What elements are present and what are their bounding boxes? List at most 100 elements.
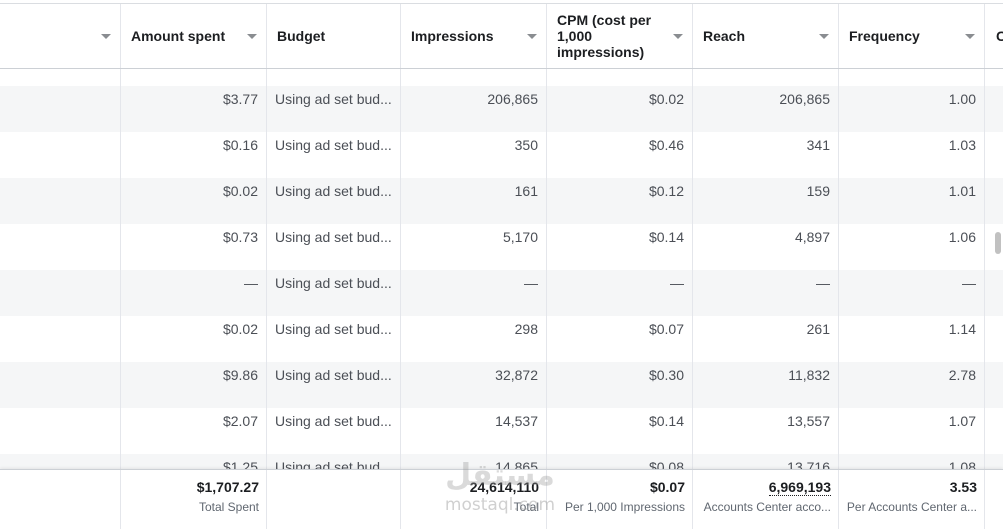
reach-cell: 4,897 xyxy=(693,224,839,270)
impressions-cell: 350 xyxy=(401,132,547,178)
chevron-down-icon[interactable] xyxy=(673,33,683,39)
cpm-value: $0.46 xyxy=(648,137,684,153)
reach-value: — xyxy=(816,275,830,291)
cpm-value: $0.14 xyxy=(648,413,684,429)
chevron-down-icon[interactable] xyxy=(965,33,975,39)
table-body[interactable]: $3.77 Using ad set bud... 206,865 $0.02 206,… xyxy=(0,69,1003,469)
impressions-cell: 14,537 xyxy=(401,408,547,454)
next-column-cell xyxy=(985,86,1003,132)
frequency-cell: 1.07 xyxy=(839,408,985,454)
reach-value: 11,832 xyxy=(788,367,830,383)
amount-spent-cell: $2.07 xyxy=(121,408,267,454)
cpm-cell: $0.30 xyxy=(547,362,693,408)
header-cell-cpm[interactable]: CPM (cost per 1,000 impressions) xyxy=(547,4,693,68)
header-label-cpm: CPM (cost per 1,000 impressions) xyxy=(557,12,652,60)
cpm-cell: $0.08 xyxy=(547,454,693,469)
next-column-cell xyxy=(985,362,1003,408)
chevron-down-icon[interactable] xyxy=(819,33,829,39)
totals-cell-reach: 6,969,193 Accounts Center acco... xyxy=(693,470,839,529)
amount-spent-value: $1.25 xyxy=(222,459,258,469)
total-cpm-value: $0.07 xyxy=(649,479,685,495)
amount-spent-cell: $3.77 xyxy=(121,86,267,132)
amount-spent-cell: $0.16 xyxy=(121,132,267,178)
header-cell-name[interactable] xyxy=(0,4,121,68)
frequency-value: 1.00 xyxy=(948,91,976,107)
totals-cell-cpm: $0.07 Per 1,000 Impressions xyxy=(547,470,693,529)
header-cell-reach[interactable]: Reach xyxy=(693,4,839,68)
budget-cell[interactable]: Using ad set bud... xyxy=(267,454,401,469)
table-row[interactable]: $9.86 Using ad set bud... 32,872 $0.30 11,83… xyxy=(0,362,1003,408)
header-cell-budget[interactable]: Budget xyxy=(267,4,401,68)
impressions-value: 161 xyxy=(514,183,538,199)
reach-cell: 341 xyxy=(693,132,839,178)
cpm-cell xyxy=(547,69,693,86)
name-cell xyxy=(0,69,121,86)
total-reach-value[interactable]: 6,969,193 xyxy=(768,479,831,496)
budget-cell[interactable]: Using ad set bud... xyxy=(267,270,401,316)
reach-cell: 206,865 xyxy=(693,86,839,132)
name-cell xyxy=(0,86,121,132)
header-cell-amount-spent[interactable]: Amount spent xyxy=(121,4,267,68)
total-amount-spent-value: $1,707.27 xyxy=(196,479,259,495)
total-impressions-label: Total xyxy=(513,500,539,514)
header-label-impressions: Impressions xyxy=(411,28,494,44)
totals-cell-impressions: 24,614,110 Total xyxy=(401,470,547,529)
table-row[interactable]: $0.73 Using ad set bud... 5,170 $0.14 4,897 1… xyxy=(0,224,1003,270)
reach-cell: 13,716 xyxy=(693,454,839,469)
budget-value: Using ad set bud... xyxy=(275,229,392,245)
table-row[interactable]: $3.77 Using ad set bud... 206,865 $0.02 206,… xyxy=(0,86,1003,132)
budget-cell[interactable]: Using ad set bud... xyxy=(267,316,401,362)
header-label-reach: Reach xyxy=(703,28,746,44)
totals-cell-name xyxy=(0,470,121,529)
table-row[interactable]: $0.16 Using ad set bud... 350 $0.46 341 1.03 xyxy=(0,132,1003,178)
frequency-value: 1.03 xyxy=(948,137,976,153)
totals-row: $1,707.27 Total Spent 24,614,110 Total $… xyxy=(0,470,1003,529)
cpm-value: — xyxy=(670,275,684,291)
cpm-value: $0.14 xyxy=(648,229,684,245)
amount-spent-value: $9.86 xyxy=(222,367,258,383)
reach-value: 261 xyxy=(806,321,830,337)
budget-cell[interactable]: Using ad set bud... xyxy=(267,86,401,132)
frequency-cell: 2.78 xyxy=(839,362,985,408)
table-row[interactable]: $1.25 Using ad set bud... 14,865 $0.08 13,71… xyxy=(0,454,1003,469)
amount-spent-cell: — xyxy=(121,270,267,316)
table-row[interactable]: $0.02 Using ad set bud... 298 $0.07 261 1.14 xyxy=(0,316,1003,362)
budget-cell[interactable]: Using ad set bud... xyxy=(267,408,401,454)
table-row-partial xyxy=(0,69,1003,86)
reach-cell xyxy=(693,69,839,86)
header-cell-frequency[interactable]: Frequency xyxy=(839,4,985,68)
name-cell xyxy=(0,362,121,408)
header-cell-next-column[interactable]: C xyxy=(985,4,1003,68)
impressions-value: 298 xyxy=(514,321,538,337)
frequency-value: 1.06 xyxy=(948,229,976,245)
cpm-value: $0.30 xyxy=(648,367,684,383)
name-cell xyxy=(0,224,121,270)
budget-cell[interactable]: Using ad set bud... xyxy=(267,362,401,408)
impressions-cell xyxy=(401,69,547,86)
totals-cell-frequency: 3.53 Per Accounts Center a... xyxy=(839,470,985,529)
total-reach-label: Accounts Center acco... xyxy=(703,500,831,514)
table-row[interactable]: $0.02 Using ad set bud... 161 $0.12 159 1.01 xyxy=(0,178,1003,224)
next-column-cell xyxy=(985,454,1003,469)
scrollbar-thumb[interactable] xyxy=(995,232,1001,254)
table-row[interactable]: — Using ad set bud... — — — — xyxy=(0,270,1003,316)
chevron-down-icon[interactable] xyxy=(247,33,257,39)
budget-cell[interactable]: Using ad set bud... xyxy=(267,178,401,224)
budget-cell[interactable]: Using ad set bud... xyxy=(267,132,401,178)
amount-spent-value: $0.73 xyxy=(222,229,258,245)
cpm-cell: $0.12 xyxy=(547,178,693,224)
table-row[interactable]: $2.07 Using ad set bud... 14,537 $0.14 13,55… xyxy=(0,408,1003,454)
budget-cell[interactable]: Using ad set bud... xyxy=(267,224,401,270)
amount-spent-cell: $1.25 xyxy=(121,454,267,469)
chevron-down-icon[interactable] xyxy=(527,33,537,39)
amount-spent-cell xyxy=(121,69,267,86)
header-cell-impressions[interactable]: Impressions xyxy=(401,4,547,68)
impressions-value: 32,872 xyxy=(495,367,538,383)
header-row: Amount spent Budget Impressions CPM (cos… xyxy=(0,4,1003,68)
budget-value: Using ad set bud... xyxy=(275,91,392,107)
reach-value: 206,865 xyxy=(779,91,830,107)
chevron-down-icon[interactable] xyxy=(101,33,111,39)
reach-cell: 11,832 xyxy=(693,362,839,408)
budget-cell xyxy=(267,69,401,86)
next-column-cell xyxy=(985,408,1003,454)
